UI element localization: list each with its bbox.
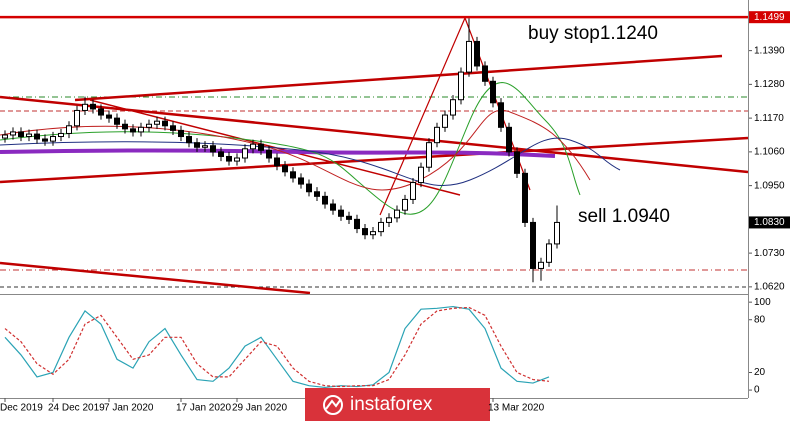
- stochastic-line: [4, 305, 550, 389]
- candle-body: [482, 65, 488, 82]
- y-tick-label: 1.1280: [754, 79, 785, 90]
- candle-body: [554, 221, 560, 245]
- candle-body: [18, 131, 24, 138]
- x-tick-label: 7 Jan 2020: [104, 403, 154, 414]
- x-tick-label: 24 Dec 2019: [48, 403, 105, 414]
- last-price-box: [748, 216, 790, 229]
- y-tick-label: 1.1390: [754, 45, 785, 56]
- candle-body: [290, 171, 296, 179]
- logo: instaforex: [305, 388, 490, 421]
- candle-body: [226, 155, 232, 162]
- y-tick-label: 1.1170: [754, 113, 784, 124]
- y-tick-label: 1.0620: [754, 282, 785, 293]
- candle-body: [522, 172, 528, 223]
- candle-body: [362, 228, 368, 236]
- candle-body: [242, 148, 248, 159]
- annotation: buy stop1.1240: [528, 23, 658, 44]
- candle-body: [122, 123, 128, 130]
- candle-body: [178, 129, 184, 138]
- x-tick-label: 29 Jan 2020: [232, 403, 287, 414]
- candle-body: [322, 195, 328, 205]
- candle-body: [98, 108, 104, 116]
- y-tick-label: 80: [754, 314, 766, 325]
- candle-body: [386, 217, 392, 223]
- last-price-label: 1.0830: [754, 217, 785, 228]
- candle-body: [146, 123, 152, 128]
- x-tick-label: 13 Mar 2020: [488, 403, 545, 414]
- candle-body: [2, 134, 8, 139]
- candle-body: [354, 218, 360, 230]
- candle-body: [50, 136, 56, 142]
- candle-body: [250, 143, 256, 150]
- candle-body: [410, 182, 416, 200]
- candle-body: [162, 120, 168, 127]
- x-tick-label: 17 Jan 2020: [176, 403, 231, 414]
- y-tick-label: 1.0730: [754, 248, 785, 259]
- candle-body: [474, 40, 480, 67]
- candle-body: [66, 125, 72, 134]
- candle-body: [338, 209, 344, 217]
- candle-body: [106, 114, 112, 119]
- candle-body: [42, 138, 48, 142]
- candle-body: [218, 151, 224, 157]
- candle-body: [90, 103, 96, 110]
- candle-body: [514, 151, 520, 174]
- candle-body: [194, 142, 200, 148]
- candle-body: [330, 203, 336, 211]
- y-tick-label: 1.1060: [754, 147, 785, 158]
- level-label-box: [748, 11, 790, 24]
- candle-body: [186, 136, 192, 144]
- candle-body: [10, 131, 16, 136]
- candle-body: [402, 198, 408, 211]
- candle-body: [274, 157, 280, 167]
- candle-body: [154, 120, 160, 125]
- annotation: sell 1.0940: [578, 206, 670, 227]
- candle-body: [426, 142, 432, 168]
- y-tick-label: 100: [754, 297, 771, 308]
- candle-body: [458, 71, 464, 101]
- y-tick-label: 0: [754, 385, 760, 396]
- candle-body: [26, 133, 32, 138]
- candle-body: [234, 157, 240, 162]
- candle-body: [450, 99, 456, 116]
- candle-body: [210, 145, 216, 153]
- candle-body: [434, 126, 440, 144]
- candle-body: [138, 126, 144, 133]
- level-label: 1.1499: [754, 12, 785, 23]
- candle-body: [394, 209, 400, 219]
- candle-body: [306, 183, 312, 193]
- candle-body: [170, 125, 176, 131]
- candle-body: [506, 126, 512, 153]
- candle-body: [202, 145, 208, 148]
- candle-body: [258, 143, 264, 151]
- candle-body: [370, 231, 376, 236]
- candle-body: [130, 128, 136, 133]
- candle-body: [34, 133, 40, 140]
- candle-body: [82, 103, 88, 111]
- y-tick-label: 20: [754, 367, 766, 378]
- candle-body: [298, 177, 304, 185]
- candle-body: [538, 261, 544, 269]
- logo-text: instaforex: [350, 394, 433, 415]
- candle-body: [418, 166, 424, 184]
- x-tick-label: Dec 2019: [0, 403, 43, 414]
- candle-body: [58, 132, 64, 138]
- candle-body: [490, 80, 496, 104]
- candle-body: [114, 117, 120, 125]
- candle-body: [74, 109, 80, 127]
- price-panel: 1.1390 1.1280 1.1170 1.1060 1.0950 1.0730 1.06…: [0, 11, 790, 293]
- candle-body: [314, 191, 320, 197]
- candle-body: [546, 243, 552, 263]
- candle-body: [498, 102, 504, 128]
- candle-body: [378, 221, 384, 233]
- candle-body: [442, 114, 448, 128]
- candle-body: [530, 221, 536, 269]
- candle-body: [346, 215, 352, 220]
- candle-body: [466, 40, 472, 73]
- y-tick-label: 1.0950: [754, 180, 785, 191]
- candle-body: [266, 149, 272, 159]
- candle-body: [282, 165, 288, 173]
